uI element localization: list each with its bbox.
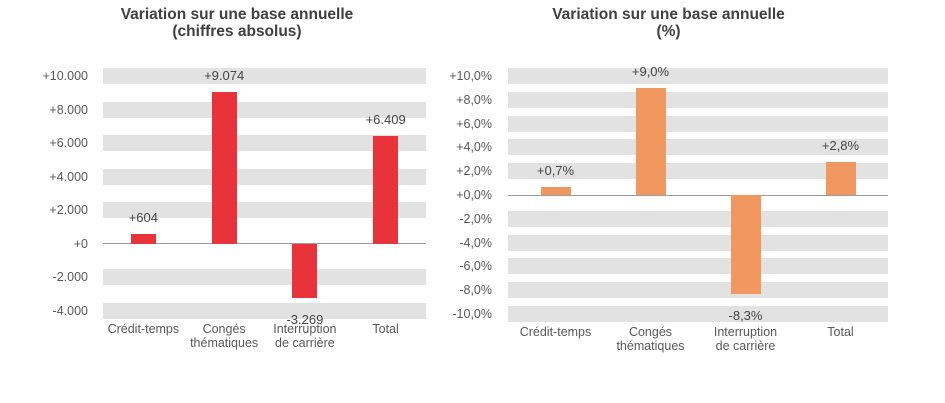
gridline-stripe	[508, 234, 888, 251]
y-tick-label: +8,0%	[456, 92, 492, 107]
x-category-label: Crédit-temps	[519, 325, 592, 339]
bar	[730, 195, 761, 294]
bar	[540, 186, 571, 195]
x-category-label: Total	[372, 322, 399, 336]
y-tick-label: +8.000	[49, 102, 88, 117]
y-tick-label: -2.000	[52, 270, 88, 285]
chart-title-line2: (%)	[656, 23, 681, 40]
gridline-stripe	[508, 306, 888, 323]
chart-panel-percent: Variation sur une base annuelle (%) +10,…	[431, 0, 945, 403]
bar-value-label: -3.269	[286, 312, 324, 328]
gridline-stripe	[508, 210, 888, 227]
x-category-label: Interruption de carrière	[713, 325, 778, 353]
x-category-label: Total	[827, 325, 854, 339]
zero-axis-line	[508, 194, 888, 196]
x-category-label: Interruption de carrière	[273, 322, 337, 350]
bar-value-label: +9.074	[204, 67, 245, 83]
x-category-label: Congés thématiques	[190, 322, 259, 350]
gridline-stripe	[508, 258, 888, 275]
x-category-label: Crédit-temps	[107, 322, 180, 336]
y-tick-label: +2.000	[49, 203, 88, 218]
bar-value-label: +604	[128, 209, 159, 225]
bar	[373, 136, 399, 244]
gridline-stripe	[508, 163, 888, 180]
chart-title-absolute: Variation sur une base annuelle (chiffre…	[0, 6, 474, 40]
zero-axis-line	[103, 243, 426, 245]
bar	[635, 87, 666, 195]
y-tick-label: +4,0%	[456, 140, 492, 155]
y-tick-label: +10,0%	[449, 68, 492, 83]
y-tick-label: -4.000	[52, 303, 88, 318]
y-tick-label: +6.000	[49, 136, 88, 151]
chart-panel-absolute: Variation sur une base annuelle (chiffre…	[0, 6, 474, 350]
y-tick-label: +6,0%	[456, 116, 492, 131]
bar	[211, 91, 237, 244]
y-tick-label: -2,0%	[459, 211, 492, 226]
bar	[130, 233, 156, 244]
chart-title-line1: Variation sur une base annuelle	[552, 6, 785, 23]
bar-value-label: -8,3%	[728, 307, 763, 323]
gridline-stripe	[103, 202, 426, 219]
gridline-stripe	[103, 302, 426, 319]
gridline-stripe	[508, 91, 888, 108]
y-tick-label: +0	[73, 236, 88, 251]
gridline-stripe	[103, 68, 426, 85]
x-category-label: Congés thématiques	[616, 325, 685, 353]
y-tick-label: -4,0%	[459, 235, 492, 250]
bar-value-label: +6.409	[365, 112, 406, 128]
y-tick-label: -6,0%	[459, 259, 492, 274]
y-tick-label: +0,0%	[456, 188, 492, 202]
y-tick-label: -8,0%	[459, 283, 492, 298]
bar-value-label: +2,8%	[821, 137, 860, 153]
chart-title-line1: Variation sur une base annuelle	[120, 6, 354, 23]
gridline-stripe	[508, 282, 888, 299]
bar-value-label: +9,0%	[631, 63, 670, 79]
bar	[825, 161, 856, 195]
y-tick-label: -10,0%	[452, 307, 492, 322]
bar	[292, 243, 318, 299]
y-tick-label: +10.000	[42, 69, 88, 84]
gridline-stripe	[508, 115, 888, 132]
gridline-stripe	[103, 168, 426, 185]
bar-value-label: +0,7%	[536, 162, 575, 178]
gridline-stripe	[508, 67, 888, 84]
chart-title-percent: Variation sur une base annuelle (%)	[431, 6, 906, 40]
gridline-stripe	[103, 101, 426, 118]
gridline-stripe	[103, 269, 426, 286]
y-tick-label: +2,0%	[456, 164, 492, 179]
gridline-stripe	[103, 135, 426, 152]
gridline-stripe	[508, 139, 888, 156]
y-tick-label: +4.000	[49, 169, 88, 184]
chart-title-line2: (chiffres absolus)	[172, 23, 302, 40]
